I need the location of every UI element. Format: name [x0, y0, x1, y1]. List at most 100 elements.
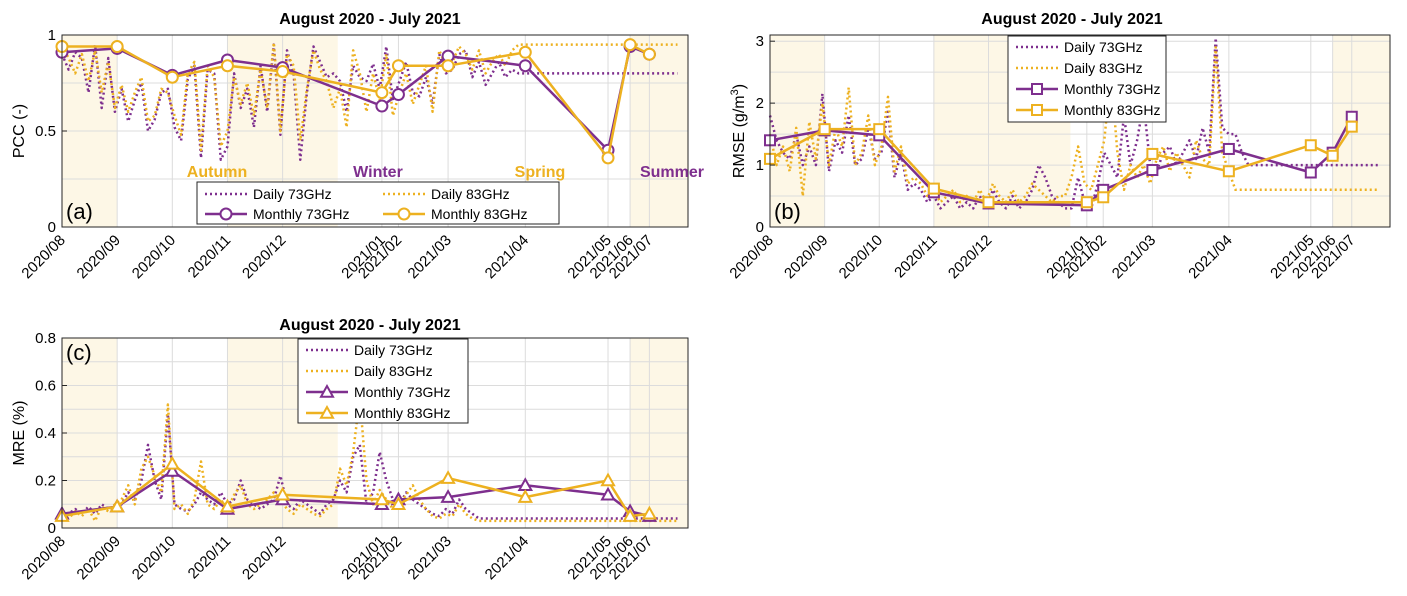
legend: Daily 73GHz Daily 83GHz Monthly 73GHz Month… — [1007, 35, 1167, 123]
season-shade — [1332, 35, 1390, 227]
x-tick-label: 2020/09 — [74, 232, 124, 282]
y-tick-label: 0.4 — [35, 425, 56, 442]
data-point — [1345, 110, 1358, 123]
legend-label: Monthly 83GHz — [1064, 102, 1160, 118]
season-label: Spring — [515, 164, 566, 181]
x-tick-label: 2020/11 — [185, 232, 235, 282]
legend-label: Daily 83GHz — [431, 186, 510, 202]
data-point — [164, 462, 181, 477]
data-point — [1326, 149, 1339, 162]
data-point — [375, 86, 389, 100]
series-line-daily-83ghz — [61, 396, 678, 523]
y-tick-label: 0 — [48, 520, 56, 537]
season-label: Autumn — [187, 164, 247, 181]
legend-label: Daily 83GHz — [1064, 60, 1143, 76]
legend-box — [196, 181, 560, 225]
panel-label: (a) — [66, 199, 93, 224]
axis-box — [769, 34, 1391, 228]
data-point — [164, 455, 181, 470]
x-tick-label: 2020/10 — [129, 533, 179, 583]
y-axis-label: RMSE (g/m3) — [729, 84, 748, 178]
legend: Daily 73GHz Daily 83GHz Monthly 73GHz Month… — [196, 181, 560, 225]
panel-b-title: August 2020 - July 2021 — [981, 11, 1163, 28]
series-line-daily-83ghz — [768, 46, 1380, 204]
x-tick-label: 2020/12 — [239, 533, 289, 583]
y-axis-label: MRE (%) — [11, 401, 28, 466]
data-point — [391, 59, 405, 73]
x-tick-label: 2020/10 — [836, 232, 886, 282]
data-point — [600, 472, 616, 487]
data-point — [601, 151, 615, 165]
panel-label: (c) — [66, 340, 92, 365]
y-axis-label: PCC (-) — [11, 104, 28, 158]
panel-c-title: August 2020 - July 2021 — [279, 317, 461, 334]
series-line-monthly-83ghz — [61, 462, 650, 518]
x-tick-label: 2020/11 — [185, 533, 235, 583]
y-tick-label: 0.6 — [35, 378, 56, 395]
x-tick-label: 2020/09 — [74, 533, 124, 583]
x-tick-label: 2020/12 — [945, 232, 995, 282]
data-point — [517, 489, 533, 503]
x-tick-label: 2020/08 — [18, 232, 68, 282]
x-tick-label: 2021/03 — [405, 232, 455, 282]
y-tick-label: 0.8 — [35, 330, 56, 347]
x-tick-label: 2020/09 — [781, 232, 831, 282]
x-tick-label: 2020/08 — [726, 232, 776, 282]
season-label: Summer — [640, 164, 704, 181]
series-line-daily-83ghz — [60, 41, 678, 152]
legend-label: Monthly 73GHz — [354, 384, 450, 400]
data-point — [375, 99, 389, 113]
data-point — [220, 59, 234, 73]
data-point — [818, 123, 831, 136]
legend-marker — [319, 383, 335, 398]
x-tick-label: 2021/04 — [482, 533, 532, 583]
x-tick-label: 2020/11 — [891, 232, 941, 282]
data-point — [390, 496, 407, 511]
data-point — [1222, 165, 1235, 178]
series-line-monthly-83ghz — [62, 43, 650, 160]
data-point — [274, 486, 291, 501]
panel-c: August 2020 - July 2021 0 0.2 0.4 0.6 0.8 202… — [11, 317, 689, 583]
legend-label: Daily 73GHz — [1064, 39, 1143, 55]
data-point — [982, 196, 995, 209]
legend-marker — [397, 207, 411, 221]
y-tick-label: 1 — [756, 157, 764, 174]
legend-label: Daily 83GHz — [354, 363, 433, 379]
data-point — [1345, 120, 1358, 133]
y-tick-label: 0.5 — [35, 123, 56, 140]
data-point — [622, 508, 638, 522]
x-tick-label: 2021/03 — [1109, 232, 1159, 282]
season-label: Winter — [353, 164, 403, 181]
x-tick-label: 2020/08 — [18, 533, 68, 583]
data-point — [165, 70, 179, 84]
data-point — [441, 59, 455, 73]
x-tick-label: 2021/03 — [405, 533, 455, 583]
panel-a-title: August 2020 - July 2021 — [279, 11, 461, 28]
data-point — [1080, 196, 1093, 209]
legend-label: Daily 73GHz — [354, 342, 433, 358]
legend-label: Monthly 73GHz — [253, 206, 349, 222]
legend-marker — [1031, 104, 1043, 116]
legend-marker — [319, 404, 335, 419]
data-point — [1146, 164, 1159, 177]
data-point — [374, 491, 390, 506]
x-tick-label: 2021/04 — [482, 232, 532, 282]
x-tick-label: 2021/04 — [1185, 232, 1235, 282]
data-point — [518, 45, 532, 59]
legend-label: Daily 73GHz — [253, 186, 332, 202]
legend-marker — [1031, 83, 1043, 95]
data-point — [440, 470, 456, 484]
legend-label: Monthly 73GHz — [1064, 81, 1160, 97]
series-line-monthly-73ghz — [61, 469, 650, 518]
y-tick-label: 0 — [48, 219, 56, 236]
data-point — [1222, 142, 1235, 155]
legend-label: Monthly 83GHz — [354, 405, 450, 421]
y-tick-label: 0.2 — [35, 473, 56, 490]
y-tick-label: 3 — [756, 33, 764, 50]
data-point — [600, 486, 616, 501]
data-point — [1304, 139, 1317, 152]
x-tick-label: 2020/10 — [129, 232, 179, 282]
data-point — [927, 182, 940, 195]
